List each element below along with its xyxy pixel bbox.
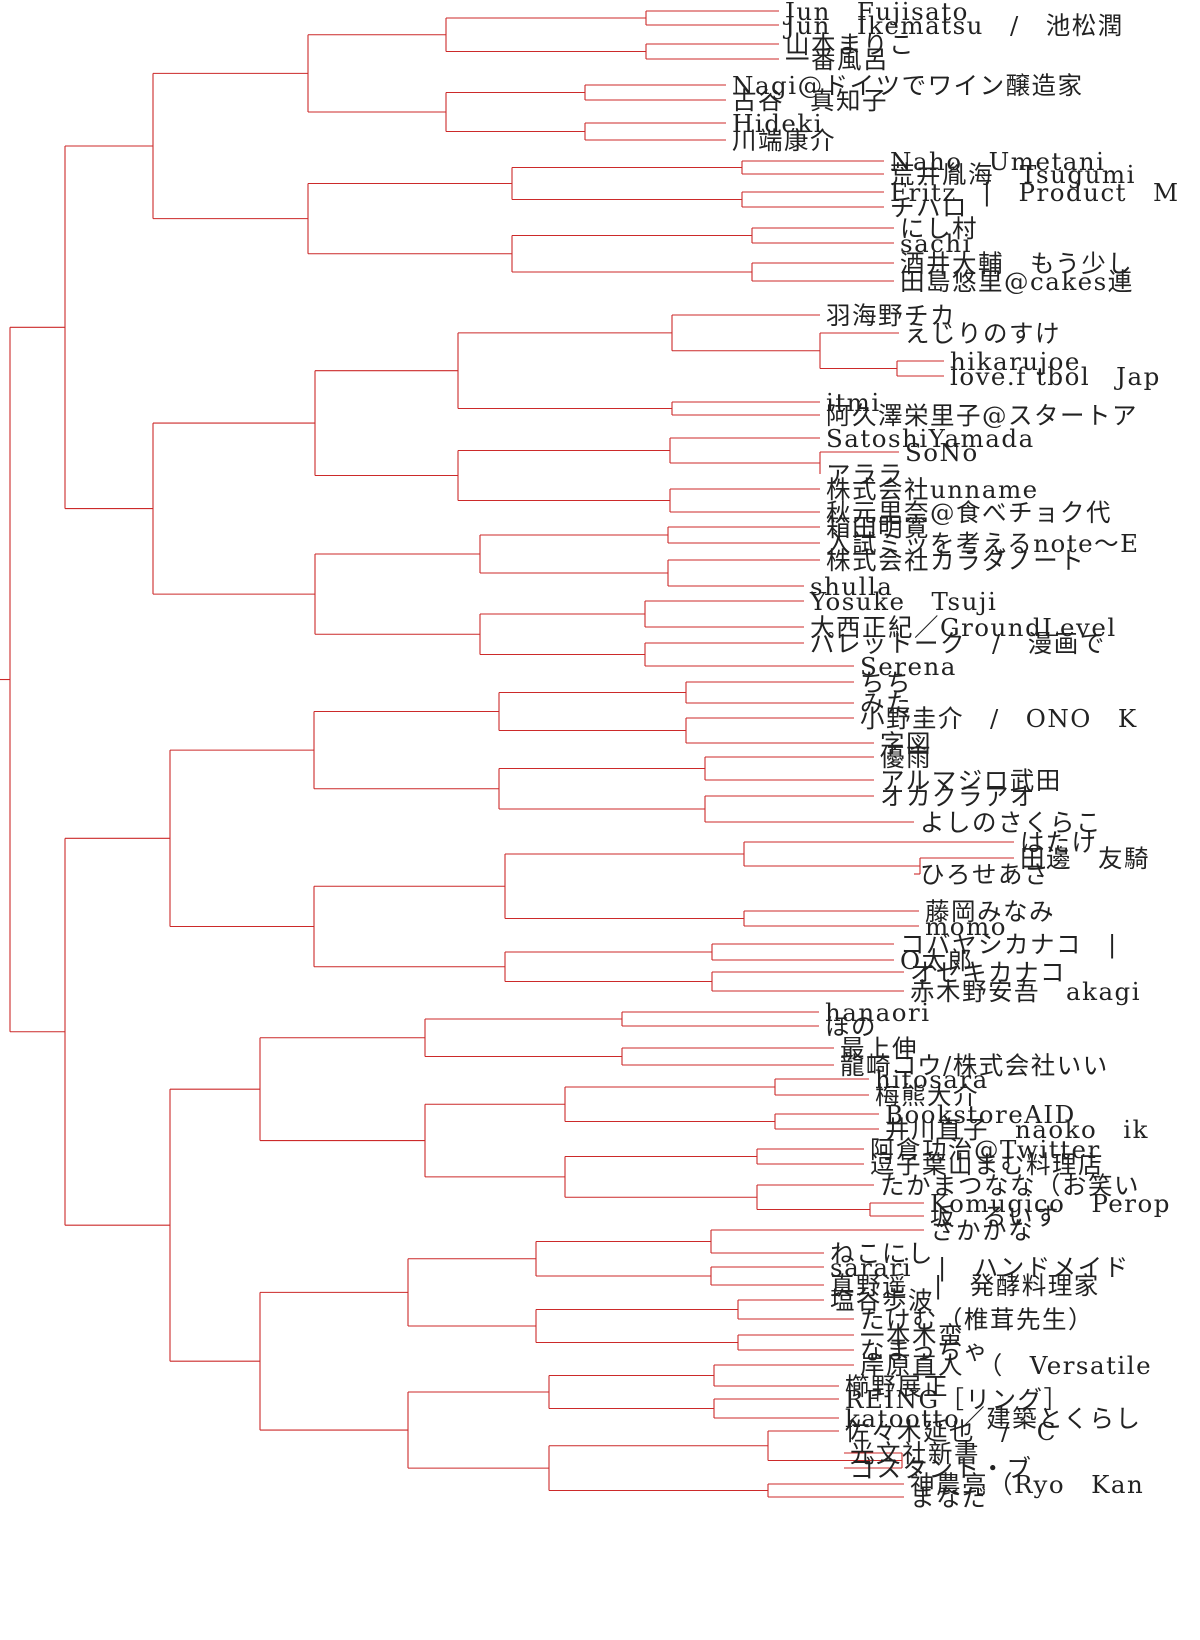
- leaf-label: Fritz | Product M: [890, 178, 1180, 208]
- leaf-label: 逗子葉山まむ料理店: [870, 1150, 1104, 1179]
- leaf-label: katootto／建築とくらし: [845, 1404, 1142, 1433]
- leaf-label: ほの: [825, 1012, 877, 1041]
- leaf-label: Jun Fujisato: [782, 0, 969, 26]
- leaf-label: 光文社新書: [850, 1439, 980, 1468]
- leaf-label: Komugico Perop: [930, 1189, 1171, 1218]
- leaf-label: 荒井胤海 Tsugumi: [890, 160, 1136, 189]
- leaf-label: shulla: [810, 572, 893, 601]
- leaf-label: なまっちゃ: [860, 1336, 989, 1365]
- leaf-label: ちち: [860, 668, 912, 697]
- leaf-label: たけむ（椎茸先生）: [860, 1305, 1094, 1334]
- leaf-label: 真野遥 | 発酵料理家: [830, 1271, 1100, 1301]
- leaf-label: 岸原直人 （ Versatile: [860, 1351, 1152, 1380]
- leaf-label: 一番風呂: [785, 45, 889, 74]
- leaf-label: 字図: [880, 729, 932, 758]
- leaf-label: えじりのすけ: [905, 319, 1061, 348]
- leaf-label: たかまつなな（お笑い: [880, 1171, 1140, 1200]
- leaf-label: コバヤシカナコ |: [900, 930, 1118, 960]
- leaf-label: パレットーク / 漫画で: [810, 629, 1106, 658]
- leaf-label: hitosara: [875, 1065, 989, 1094]
- leaf-label: SatoshiYamada: [826, 424, 1035, 453]
- leaf-label: 入試ミッを考えるnote〜E: [826, 529, 1140, 558]
- leaf-label: 小野圭介 / ONO K: [860, 704, 1138, 733]
- leaf-label: 田邊 友騎: [1020, 844, 1150, 873]
- leaf-label: 古谷 真知子: [732, 86, 888, 115]
- leaf-label: Hideki: [732, 109, 823, 138]
- leaf-label: さかかな: [930, 1216, 1034, 1245]
- leaf-label: itmi: [826, 388, 881, 417]
- leaf-label: 優雨: [880, 743, 932, 772]
- leaf-label: 梅熊大介: [875, 1081, 979, 1110]
- leaf-label: Nagi@ドイツでワイン醸造家: [732, 71, 1084, 100]
- leaf-label: 塩谷歩波: [830, 1286, 934, 1315]
- leaf-label: 株式会社カラダノート: [826, 546, 1085, 575]
- leaf-label: Naho Umetani: [890, 147, 1106, 176]
- leaf-label: 阿倉功治@Twitter: [870, 1135, 1101, 1164]
- leaf-label: 佐々木延也 / C: [845, 1417, 1057, 1446]
- leaf-label: Yosuke Tsuji: [809, 587, 997, 616]
- leaf-label: オゼキカナコ: [910, 958, 1066, 987]
- leaf-label: にし村: [900, 214, 978, 243]
- leaf-label: love.f tbol Jap: [950, 362, 1161, 391]
- leaf-label: hanaori: [825, 998, 931, 1027]
- leaf-label: sachi: [900, 229, 972, 258]
- leaf-label: 最上伸: [840, 1034, 918, 1063]
- leaf-label: 株式会社unname: [826, 475, 1039, 504]
- leaf-label: Jun Ikematsu / 池松潤: [782, 11, 1124, 40]
- leaf-label: よしのさくらこ: [920, 808, 1102, 837]
- dendrogram-branches: [0, 10, 1014, 1498]
- leaf-label: はたけ: [1020, 828, 1098, 857]
- leaf-label: 箱田明寛: [826, 513, 930, 542]
- leaf-label: Serena: [860, 652, 957, 681]
- leaf-label: REING［リング］: [845, 1385, 1070, 1414]
- leaf-label: 田島悠里@cakes連: [900, 267, 1134, 296]
- leaf-label: sarari | ハンドメイド: [830, 1253, 1130, 1283]
- leaf-label: 大西正紀／GroundLevel: [810, 613, 1117, 642]
- leaf-label: O太郎: [900, 946, 974, 975]
- leaf-label: 井川直子 naoko ik: [885, 1115, 1149, 1144]
- leaf-label: 山本まりこ: [785, 30, 915, 59]
- leaf-label: 羽海野チカ: [826, 301, 956, 330]
- leaf-label: ゴスタント・ブ: [850, 1454, 1033, 1483]
- leaf-label: hikarujoe: [950, 347, 1081, 376]
- leaf-label: SoNo: [905, 438, 979, 467]
- leaf-label: 酒井大輔 もう少し: [900, 249, 1133, 278]
- leaf-label: チハロ: [890, 193, 968, 222]
- leaf-label: 櫛野展正: [845, 1372, 949, 1401]
- leaf-label: まなだ: [910, 1483, 988, 1512]
- leaf-label: オカクラアオ: [880, 782, 1036, 811]
- leaf-label: 龍崎コウ/株式会社いい: [840, 1051, 1109, 1080]
- leaf-label: ひろせあさ: [920, 860, 1050, 889]
- leaf-label: アララ: [826, 460, 904, 489]
- leaf-label: BookstoreAID: [885, 1100, 1076, 1129]
- leaf-label: 坂 るいす: [930, 1202, 1060, 1231]
- leaf-label: momo: [925, 912, 1007, 941]
- leaf-label: 秋元里奈@食べチョク代: [826, 498, 1112, 527]
- leaf-label: 神農亮（Ryo Kan: [910, 1470, 1144, 1499]
- leaf-label: 阿久澤栄里子@スタートア: [826, 401, 1138, 430]
- leaf-label: ねこにし: [830, 1239, 934, 1268]
- leaf-label: みた: [860, 689, 912, 718]
- leaf-label: アルマジロ武田: [880, 766, 1062, 795]
- leaf-label: 川端康介: [732, 126, 836, 155]
- leaf-label: 藤岡みなみ: [925, 897, 1055, 926]
- leaf-label: 赤木野安吾 akagi: [910, 977, 1141, 1006]
- leaf-label: 一本木蛮: [860, 1321, 964, 1350]
